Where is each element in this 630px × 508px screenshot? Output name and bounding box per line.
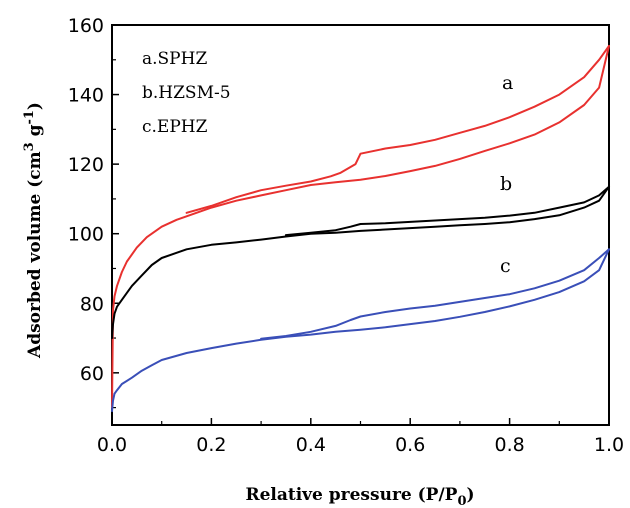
series-b-adsorption-line bbox=[111, 185, 610, 339]
x-tick-label: 0.6 bbox=[395, 434, 425, 456]
y-axis-title: Adsorbed volume (cm3 g-1) bbox=[22, 102, 45, 359]
axis-ticks: 0.0 0.2 0.4 0.6 0.8 1.0 60 80 100 120 140 160 bbox=[68, 15, 624, 456]
series-b-desorption-line bbox=[284, 185, 610, 237]
series-c-desorption-line bbox=[260, 248, 610, 340]
legend: a.SPHZ b.HZSM-5 c.EPHZ bbox=[142, 49, 231, 137]
legend-entry-b: b.HZSM-5 bbox=[142, 83, 231, 103]
x-tick-label: 0.0 bbox=[97, 434, 127, 456]
y-tick-label: 80 bbox=[80, 293, 104, 315]
y-tick-label: 160 bbox=[68, 15, 104, 37]
x-tick-label: 0.4 bbox=[296, 434, 326, 456]
x-tick-label: 0.2 bbox=[196, 434, 226, 456]
series-a-desorption-line bbox=[185, 44, 610, 214]
y-tick-label: 100 bbox=[68, 224, 104, 246]
y-tick-label: 60 bbox=[80, 363, 104, 385]
legend-entry-a: a.SPHZ bbox=[142, 49, 207, 69]
series-layer bbox=[111, 44, 610, 413]
curve-label-a: a bbox=[502, 72, 513, 94]
y-tick-label: 120 bbox=[68, 154, 104, 176]
legend-entry-c: c.EPHZ bbox=[142, 117, 208, 137]
curve-label-b: b bbox=[500, 173, 512, 195]
x-tick-label: 0.8 bbox=[494, 434, 524, 456]
y-tick-label: 140 bbox=[68, 85, 104, 107]
x-tick-label: 1.0 bbox=[594, 434, 624, 456]
series-a-adsorption-line bbox=[111, 44, 610, 409]
x-axis-title: Relative pressure (P/P0) bbox=[245, 485, 474, 508]
series-c-adsorption-line bbox=[111, 248, 610, 413]
curve-label-c: c bbox=[500, 255, 511, 277]
